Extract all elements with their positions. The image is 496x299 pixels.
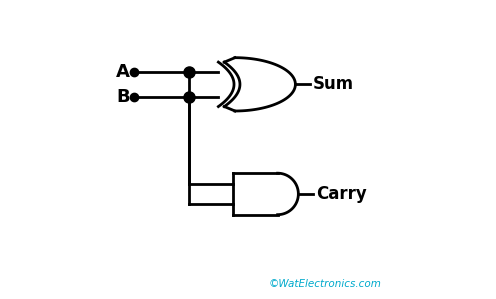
Text: B: B bbox=[116, 88, 129, 106]
Text: Carry: Carry bbox=[316, 185, 367, 203]
Text: Sum: Sum bbox=[313, 75, 354, 93]
Text: ©WatElectronics.com: ©WatElectronics.com bbox=[268, 279, 381, 289]
Text: A: A bbox=[116, 63, 129, 81]
